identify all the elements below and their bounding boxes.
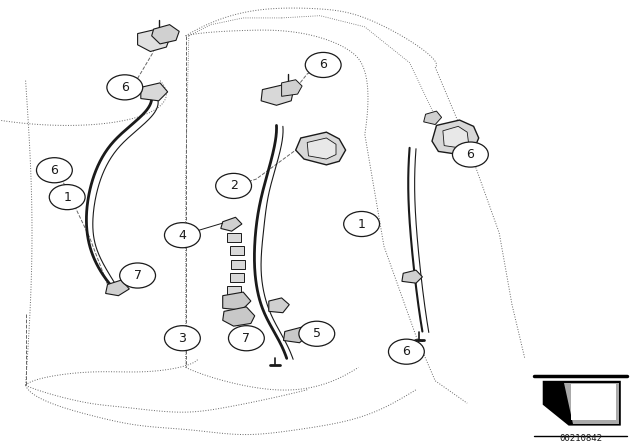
Polygon shape: [269, 298, 289, 313]
Text: 3: 3: [179, 332, 186, 345]
Text: 7: 7: [134, 269, 141, 282]
Polygon shape: [543, 381, 621, 426]
Text: 7: 7: [243, 332, 250, 345]
Text: 6: 6: [467, 148, 474, 161]
Circle shape: [36, 158, 72, 183]
Polygon shape: [223, 292, 251, 310]
Text: 1: 1: [358, 217, 365, 231]
Polygon shape: [152, 25, 179, 44]
Circle shape: [452, 142, 488, 167]
Polygon shape: [231, 260, 245, 269]
Polygon shape: [138, 29, 170, 52]
Text: 6: 6: [403, 345, 410, 358]
Text: 6: 6: [51, 164, 58, 177]
Polygon shape: [424, 111, 442, 125]
Text: 2: 2: [230, 179, 237, 193]
Polygon shape: [227, 286, 241, 295]
Polygon shape: [284, 327, 308, 343]
Circle shape: [216, 173, 252, 198]
Circle shape: [299, 321, 335, 346]
Circle shape: [388, 339, 424, 364]
Polygon shape: [564, 383, 619, 424]
Circle shape: [164, 326, 200, 351]
Polygon shape: [296, 132, 346, 165]
Polygon shape: [106, 280, 129, 296]
Circle shape: [164, 223, 200, 248]
Circle shape: [49, 185, 85, 210]
Text: 5: 5: [313, 327, 321, 340]
Polygon shape: [227, 233, 241, 242]
Polygon shape: [230, 246, 244, 255]
Text: 1: 1: [63, 190, 71, 204]
Circle shape: [305, 52, 341, 78]
Circle shape: [228, 326, 264, 351]
Polygon shape: [223, 307, 255, 326]
Polygon shape: [571, 384, 616, 420]
Text: 6: 6: [121, 81, 129, 94]
Text: 00210842: 00210842: [559, 434, 602, 443]
Polygon shape: [230, 273, 244, 282]
Polygon shape: [261, 85, 293, 105]
Circle shape: [344, 211, 380, 237]
Polygon shape: [443, 126, 468, 148]
Polygon shape: [307, 138, 336, 159]
Text: 6: 6: [319, 58, 327, 72]
Text: 4: 4: [179, 228, 186, 242]
Polygon shape: [141, 83, 168, 101]
Polygon shape: [402, 270, 422, 283]
Circle shape: [107, 75, 143, 100]
Polygon shape: [221, 217, 242, 231]
Polygon shape: [432, 120, 479, 155]
Circle shape: [120, 263, 156, 288]
Polygon shape: [282, 80, 302, 96]
